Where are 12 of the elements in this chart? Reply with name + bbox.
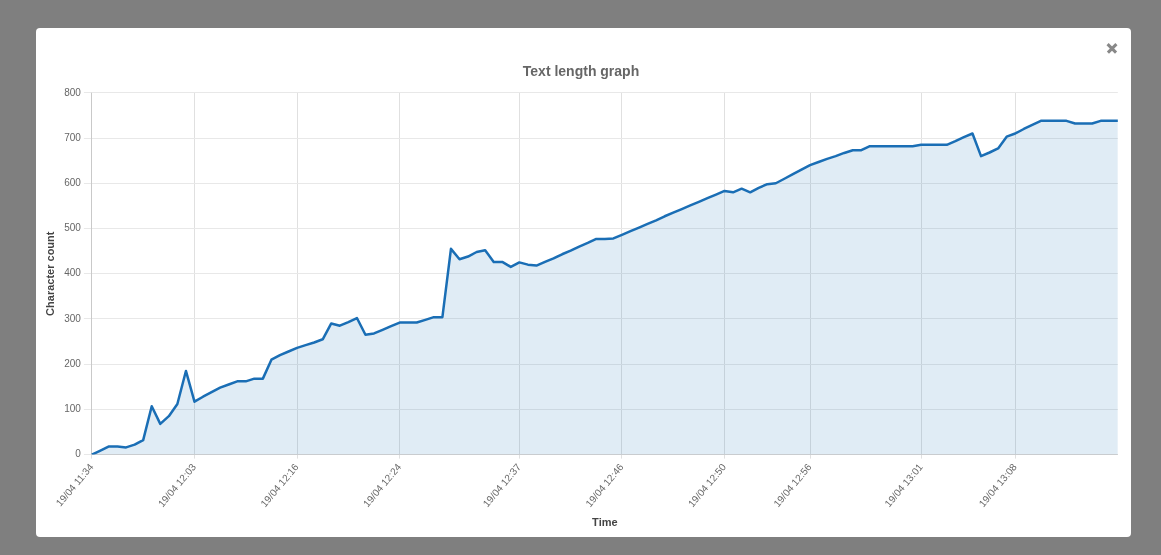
y-tick-label: 500 (64, 222, 82, 234)
y-axis-title: Character count (43, 231, 56, 316)
y-tick-label: 0 (75, 448, 82, 460)
y-tick-label: 200 (64, 357, 82, 369)
x-axis-title: Time (592, 516, 618, 529)
y-tick-label: 100 (64, 403, 82, 415)
y-tick-label: 400 (64, 267, 82, 279)
y-tick-label: 600 (64, 177, 82, 188)
y-tick-label: 300 (64, 312, 82, 324)
y-tick-label: 700 (64, 131, 82, 143)
y-tick-label: 800 (64, 86, 82, 98)
chart-title: Text length graph (522, 63, 640, 80)
